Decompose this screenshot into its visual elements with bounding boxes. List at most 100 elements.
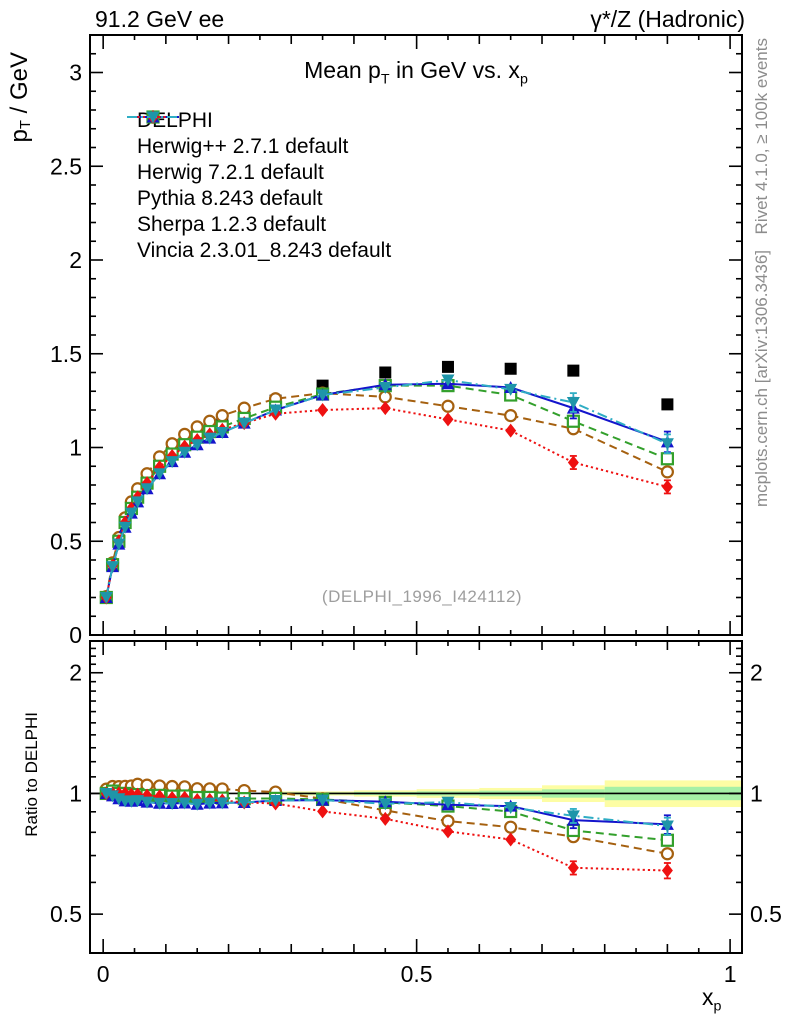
main-y-tick-label: 0.5: [50, 528, 82, 554]
data-point-vincia-2-3-01-8-243-default: [178, 446, 192, 459]
data-point-vincia-2-3-01-8-243-default: [237, 417, 251, 430]
ratio-point-vincia-2-3-01-8-243-default: [215, 797, 229, 810]
data-point-vincia-2-3-01-8-243-default: [378, 382, 392, 394]
ratio-point-sherpa-1-2-3-default: [567, 860, 579, 875]
ratio-y-tick-label-right: 1: [750, 780, 763, 806]
subscript: p: [519, 71, 528, 88]
data-point-vincia-2-3-01-8-243-default: [118, 521, 132, 534]
main-y-tick-label: 1.5: [50, 341, 82, 367]
data-point-vincia-2-3-01-8-243-default: [140, 483, 154, 496]
main-y-tick-label: 3: [69, 60, 82, 86]
text-part: Mean p: [304, 57, 381, 83]
main-y-tick-label: 0: [69, 622, 82, 648]
text-part: / GeV: [6, 52, 33, 121]
x-tick-label: 0.5: [401, 961, 433, 987]
header-beam-energy: 91.2 GeV ee: [95, 6, 225, 32]
data-point-vincia-2-3-01-8-243-default: [153, 468, 167, 481]
legend-item-herwig-2-7-1-default: Herwig++ 2.7.1 default: [126, 110, 391, 160]
data-point-delphi: [379, 366, 392, 379]
data-point-delphi: [504, 362, 517, 375]
data-point-sherpa-1-2-3-default: [567, 455, 579, 470]
series-line-main: [105, 384, 668, 598]
data-point-delphi: [661, 398, 674, 411]
ratio-y-tick-label-left: 1: [69, 780, 82, 806]
ratio-point-vincia-2-3-01-8-243-default: [504, 801, 518, 814]
text-part: p: [6, 129, 33, 143]
data-point-vincia-2-3-01-8-243-default: [131, 496, 145, 509]
ratio-y-tick-label-right: 0.5: [750, 901, 782, 927]
ratio-point-vincia-2-3-01-8-243-default: [378, 798, 392, 811]
mcplots-arxiv-note: mcplots.cern.ch [arXiv:1306.3436]: [752, 250, 771, 508]
ratio-y-tick-label-left: 2: [69, 660, 82, 686]
ratio-point-vincia-2-3-01-8-243-default: [140, 796, 154, 809]
data-point-vincia-2-3-01-8-243-default: [316, 389, 330, 402]
ratio-point-vincia-2-3-01-8-243-default: [269, 795, 283, 808]
data-point-herwig-2-7-1-default: [660, 465, 674, 479]
data-point-vincia-2-3-01-8-243-default: [660, 438, 674, 451]
data-point-sherpa-1-2-3-default: [317, 403, 329, 417]
legend-item-vincia-2-3-01-8-243-default: Vincia 2.3.01_8.243 default: [126, 111, 392, 264]
legend-label-pythia-8-243-default: Pythia 8.243 default: [137, 187, 323, 210]
legend-glyph: [146, 111, 160, 124]
main-y-axis-label: pT / GeV: [6, 52, 34, 142]
legend-item-sherpa-1-2-3-default: Sherpa 1.2.3 default: [126, 110, 391, 238]
legend-item-pythia-8-243-default: Pythia 8.243 default: [126, 110, 391, 212]
series-line-main: [105, 392, 668, 597]
legend: DELPHI Herwig++ 2.7.1 default Herwig 7.2.1…: [126, 108, 391, 264]
legend-label-herwig-2-7-1-default: Herwig++ 2.7.1 default: [137, 135, 349, 158]
data-point-delphi: [567, 364, 580, 377]
series-line-main: [105, 382, 668, 598]
series-vincia-2-3-01-8-243-default: [99, 374, 674, 836]
ratio-point-vincia-2-3-01-8-243-default: [441, 796, 455, 809]
data-point-vincia-2-3-01-8-243-default: [99, 592, 113, 604]
legend-label-herwig-7-2-1-default: Herwig 7.2.1 default: [137, 161, 324, 184]
header-process: γ*/Z (Hadronic): [590, 6, 745, 32]
ratio-point-sherpa-1-2-3-default: [661, 863, 673, 878]
data-point-vincia-2-3-01-8-243-default: [504, 383, 518, 396]
rivet-version-note: Rivet 4.1.0, ≥ 100k events: [752, 38, 771, 235]
data-point-herwig-2-7-1-default: [441, 399, 455, 413]
subscript: p: [713, 998, 722, 1015]
ratio-point-vincia-2-3-01-8-243-default: [178, 797, 192, 810]
legend-label-vincia-2-3-01-8-243-default: Vincia 2.3.01_8.243 default: [137, 239, 392, 262]
data-point-vincia-2-3-01-8-243-default: [112, 538, 126, 551]
ratio-point-sherpa-1-2-3-default: [379, 811, 391, 826]
ratio-point-vincia-2-3-01-8-243-default: [660, 820, 674, 833]
ratio-point-vincia-2-3-01-8-243-default: [153, 797, 167, 810]
ratio-point-vincia-2-3-01-8-243-default: [316, 794, 330, 807]
data-point-vincia-2-3-01-8-243-default: [165, 456, 179, 469]
ratio-y-tick-label-right: 2: [750, 660, 763, 686]
ratio-point-vincia-2-3-01-8-243-default: [131, 795, 145, 808]
x-axis-label: xp: [702, 984, 721, 1015]
legend-item-herwig-7-2-1-default: Herwig 7.2.1 default: [126, 110, 391, 186]
analysis-id-watermark: (DELPHI_1996_I424112): [321, 587, 523, 606]
ratio-y-tick-label-left: 0.5: [50, 901, 82, 927]
ratio-point-sherpa-1-2-3-default: [317, 804, 329, 819]
data-point-vincia-2-3-01-8-243-default: [441, 374, 455, 387]
data-point-vincia-2-3-01-8-243-default: [215, 427, 229, 439]
data-point-sherpa-1-2-3-default: [379, 401, 391, 416]
data-point-sherpa-1-2-3-default: [505, 423, 517, 438]
subscript: T: [17, 120, 34, 130]
legend-marker-vincia-2-3-01-8-243-default: [127, 111, 179, 124]
data-point-sherpa-1-2-3-default: [442, 412, 454, 427]
data-point-delphi: [441, 360, 454, 373]
ratio-point-vincia-2-3-01-8-243-default: [190, 798, 204, 811]
plot-title: Mean pT in GeV vs. xp: [90, 57, 742, 88]
data-point-vincia-2-3-01-8-243-default: [124, 507, 138, 520]
data-point-vincia-2-3-01-8-243-default: [106, 561, 120, 574]
text-part: in GeV vs. x: [389, 57, 520, 83]
x-tick-label: 1: [724, 961, 737, 987]
data-point-herwig-2-7-1-default: [215, 409, 229, 423]
data-point-vincia-2-3-01-8-243-default: [203, 432, 217, 445]
ratio-y-axis-label: Ratio to DELPHI: [22, 712, 41, 837]
ratio-point-sherpa-1-2-3-default: [505, 832, 517, 847]
main-y-tick-label: 1: [69, 435, 82, 461]
main-y-tick-label: 2: [69, 247, 82, 273]
ratio-point-vincia-2-3-01-8-243-default: [203, 797, 217, 810]
data-point-vincia-2-3-01-8-243-default: [269, 404, 283, 417]
ratio-point-herwig-2-7-1-default: [660, 847, 674, 861]
data-point-sherpa-1-2-3-default: [661, 479, 673, 494]
